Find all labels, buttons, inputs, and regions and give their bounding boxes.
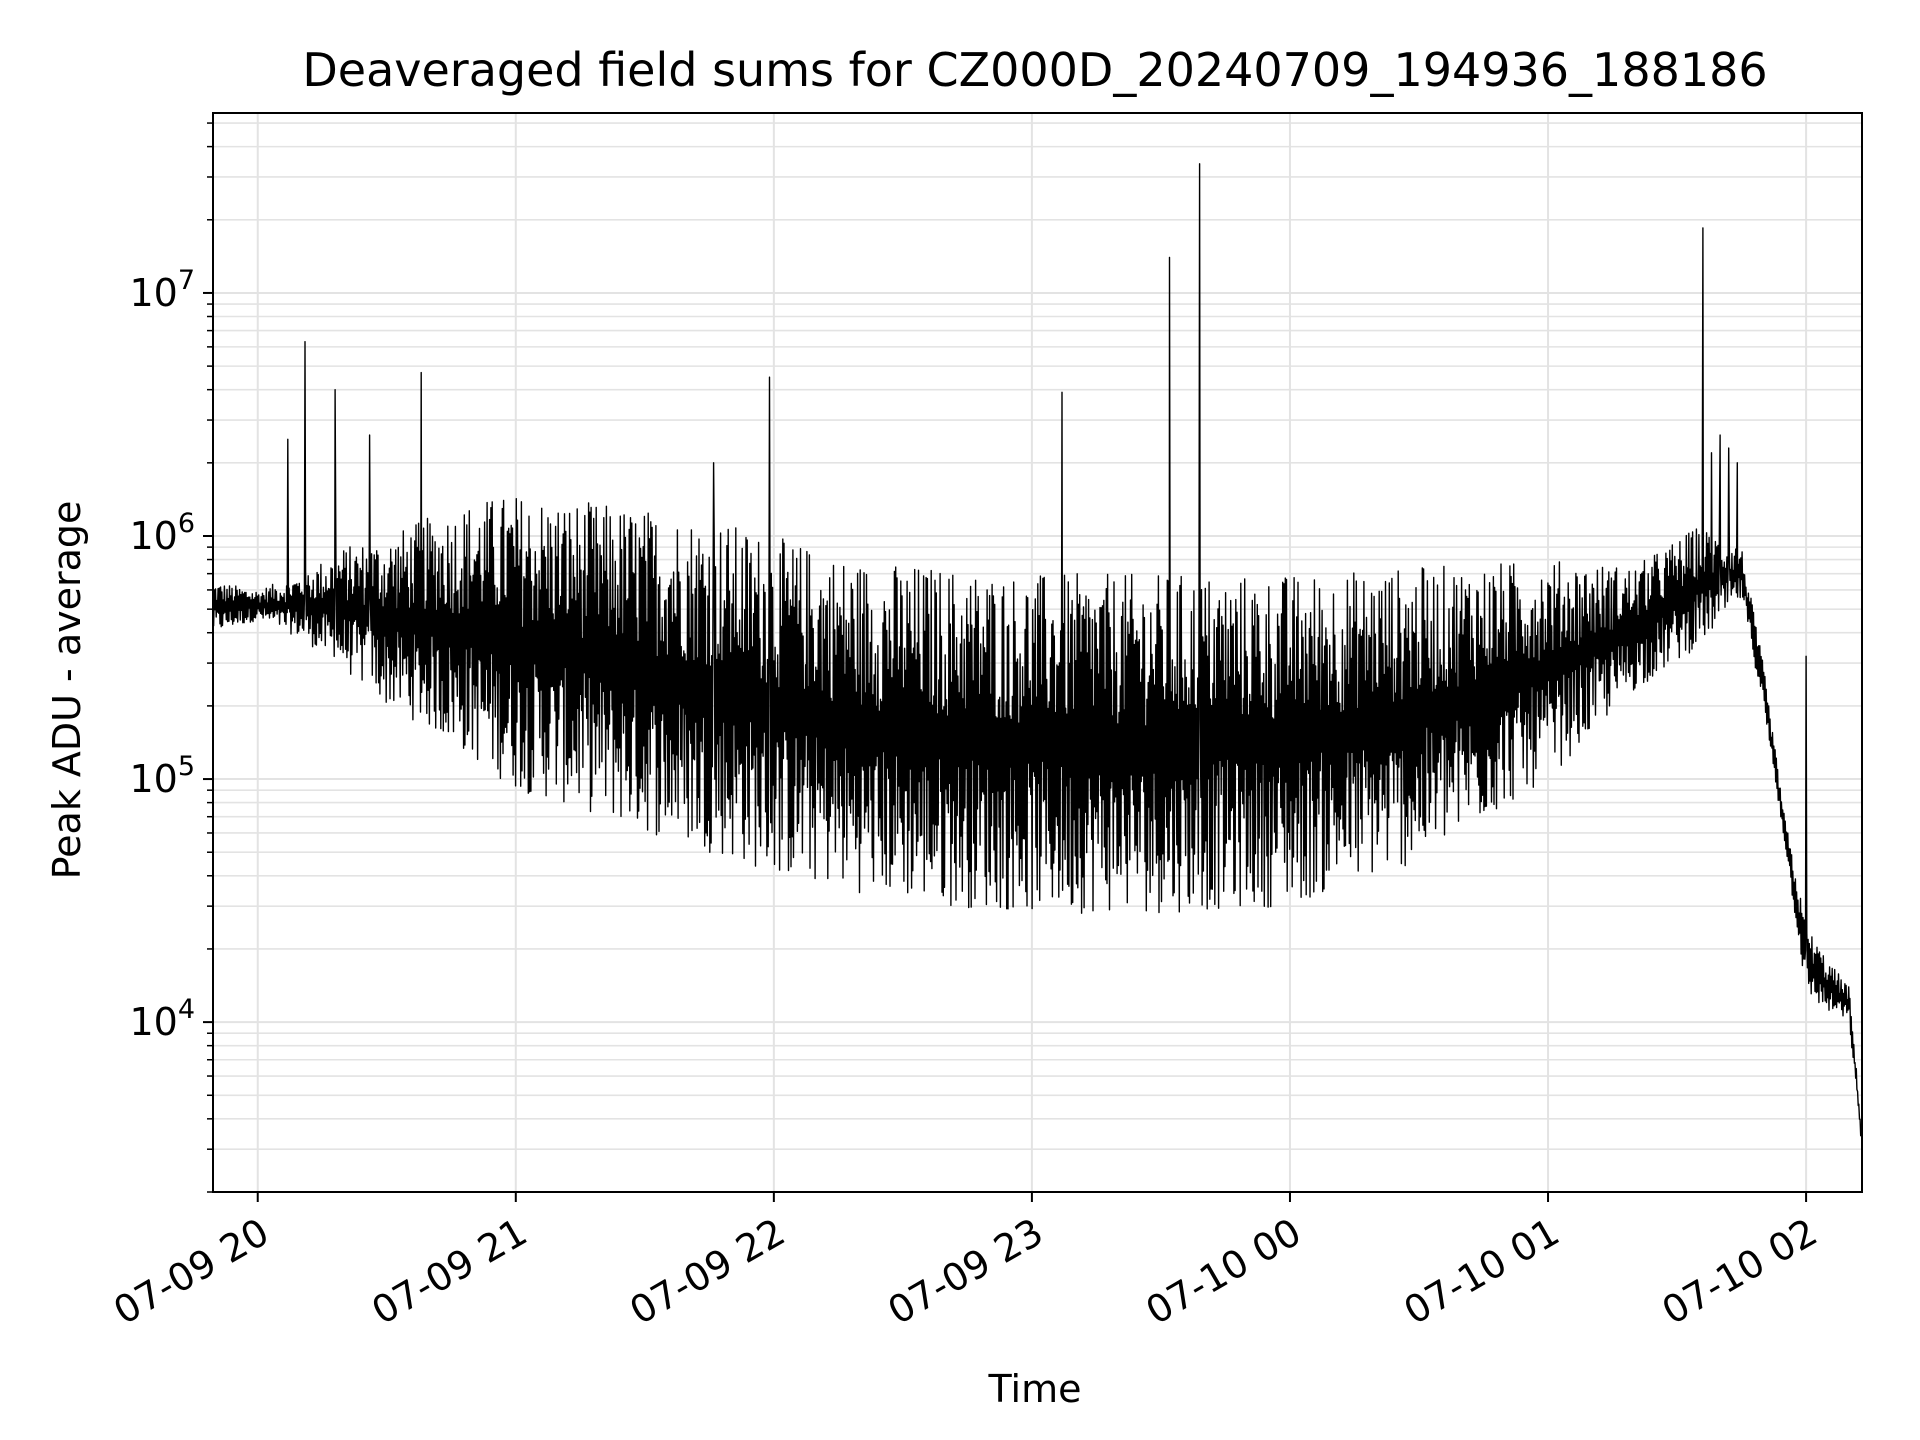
plot-frame	[212, 112, 1863, 1193]
y-tick-label: 105	[129, 751, 195, 801]
y-tick-label: 107	[129, 265, 195, 315]
x-tick-label: 07-09 22	[622, 1210, 792, 1334]
x-tick-label: 07-09 21	[364, 1210, 534, 1334]
series-line	[212, 163, 1863, 1145]
y-axis-label: Peak ADU - average	[45, 501, 89, 880]
x-tick-label: 07-10 00	[1138, 1210, 1308, 1334]
y-axis-ticks: 104 105 106 107	[129, 122, 213, 1193]
x-axis-ticks: 07-09 20 07-09 21 07-09 22 07-09 23 07-10 00…	[106, 1192, 1825, 1334]
y-tick-label: 104	[129, 994, 195, 1044]
y-tick-label: 106	[129, 508, 195, 558]
x-tick-label: 07-10 02	[1655, 1210, 1825, 1334]
x-tick-label: 07-09 20	[106, 1210, 276, 1334]
series-layer	[212, 163, 1863, 1145]
chart-title: Deaveraged field sums for CZ000D_2024070…	[302, 43, 1767, 97]
x-tick-label: 07-09 23	[880, 1210, 1050, 1334]
x-axis-label: Time	[988, 1367, 1082, 1411]
x-tick-label: 07-10 01	[1397, 1210, 1567, 1334]
